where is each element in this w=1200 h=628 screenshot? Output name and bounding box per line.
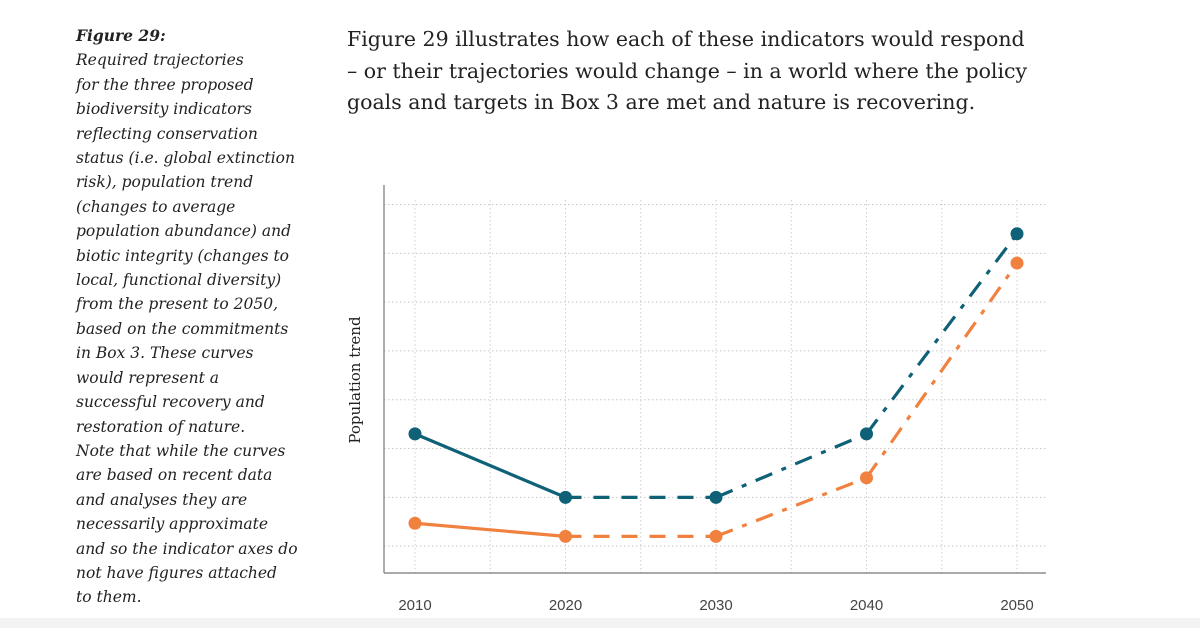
data-point: [709, 490, 723, 504]
caption-line: based on the commitments: [76, 319, 289, 338]
series-segment: [865, 262, 1019, 479]
caption-line: for the three proposed: [76, 75, 254, 94]
x-tick-labels: 2010 2020 2030 2040 2050: [398, 597, 1033, 614]
series-segment: [715, 432, 868, 499]
caption-line: biotic integrity (changes to: [76, 246, 290, 265]
series-segment: [865, 232, 1019, 435]
figure-label: Figure 29:: [76, 26, 166, 45]
x-tick-label: 2050: [1000, 597, 1033, 614]
data-point: [1010, 256, 1024, 270]
figure-caption: Figure 29: Required trajectories for the …: [76, 24, 336, 610]
x-tick-label: 2020: [549, 597, 582, 614]
x-tick-label: 2030: [699, 597, 732, 614]
series-segment: [715, 476, 868, 538]
caption-line: would represent a: [76, 368, 219, 387]
page-bottom-edge: [0, 618, 1200, 628]
data-point: [860, 427, 873, 441]
series-segment: [414, 521, 566, 538]
caption-line: local, functional diversity): [76, 271, 282, 290]
caption-line: necessarily approximate: [76, 515, 269, 534]
y-axis-label: Population trend: [346, 316, 364, 444]
intro-line: Figure 29 illustrates how each of these …: [347, 27, 1025, 51]
caption-line: (changes to average: [76, 197, 236, 216]
x-tick-label: 2010: [398, 597, 431, 614]
caption-line: Note that while the curves: [76, 441, 286, 460]
series-group: [408, 227, 1024, 543]
caption-line: from the present to 2050,: [76, 295, 279, 314]
caption-line: Required trajectories: [76, 51, 244, 70]
intro-paragraph: Figure 29 illustrates how each of these …: [347, 24, 1107, 119]
intro-line: – or their trajectories would change – i…: [347, 58, 1028, 83]
intro-line: goals and targets in Box 3 are met and n…: [347, 90, 976, 114]
series-2: [408, 256, 1024, 543]
caption-line: risk), population trend: [76, 173, 254, 192]
caption-line: biodiversity indicators: [76, 100, 252, 119]
caption-line: successful recovery and: [76, 393, 265, 412]
caption-line: and so the indicator axes do: [76, 539, 298, 558]
caption-line: and analyses they are: [76, 490, 248, 509]
caption-line: restoration of nature.: [76, 417, 246, 436]
axes: [383, 185, 1046, 574]
caption-line: population abundance) and: [76, 222, 292, 241]
caption-line: reflecting conservation: [76, 124, 258, 143]
caption-line: not have figures attached: [76, 563, 277, 582]
data-point: [860, 471, 873, 485]
caption-line: status (i.e. global extinction: [76, 149, 295, 168]
grid: [384, 200, 1046, 573]
data-point: [559, 490, 572, 504]
series-1: [408, 227, 1024, 504]
caption-line: to them.: [76, 588, 142, 607]
caption-line: in Box 3. These curves: [76, 344, 254, 363]
x-tick-label: 2040: [850, 597, 883, 614]
data-point: [559, 529, 572, 543]
series-segment: [414, 432, 567, 499]
data-point: [1010, 227, 1024, 241]
caption-line: are based on recent data: [76, 466, 273, 485]
data-point: [408, 516, 422, 530]
data-point: [408, 427, 422, 441]
data-point: [709, 529, 723, 543]
